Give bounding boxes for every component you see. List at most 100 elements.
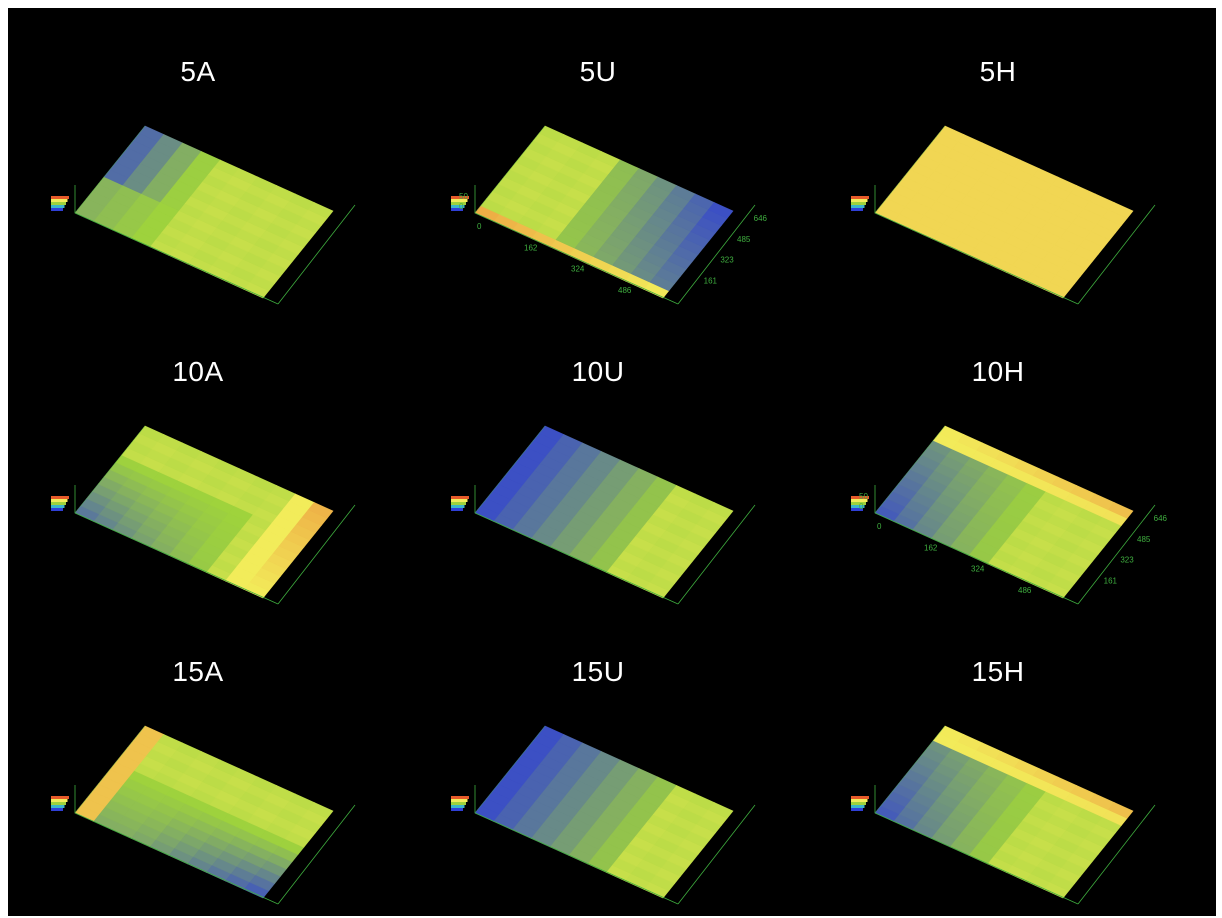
color-scale-legend [451,496,469,511]
surface-mesh [874,125,1134,299]
surface-mesh [474,125,734,299]
x-axis-line [74,512,279,605]
axis-tick-label: 161 [1104,576,1118,585]
surface-mesh [74,125,334,299]
surface-cell [307,202,334,219]
y-axis-line [277,204,356,305]
surface-3d-plot: 5000162324486161323485646648 [451,125,768,305]
color-scale-band [451,496,469,499]
surface-3d-plot [851,125,1156,305]
back-axis-line [874,425,946,514]
y-axis-line [677,504,756,605]
color-scale-band [851,508,863,511]
panel-label: 5U [579,56,617,87]
color-scale-band [851,808,863,811]
color-scale-band [51,505,65,508]
axis-tick-label: 162 [924,543,938,552]
surface-plot-15h: 15H [813,608,1213,908]
color-scale-legend [51,796,69,811]
x-axis-line [874,212,1079,305]
surface-mesh [74,425,334,599]
surface-mesh [474,725,734,899]
color-scale-band [451,205,465,208]
axis-tick-label: 323 [720,256,734,265]
back-axis-line [74,425,146,514]
color-scale-band [851,499,868,502]
axis-tick-label: 0 [477,222,482,231]
axis-tick-label: 0 [877,522,882,531]
color-scale-band [51,508,63,511]
color-scale-band [851,196,869,199]
color-scale-band [51,502,66,505]
surface-3d-plot [851,725,1156,905]
color-scale-band [51,199,68,202]
color-scale-band [851,208,863,211]
surface-mesh [874,725,1134,899]
axis-tick-label: 50 [459,192,468,201]
color-scale-band [851,199,868,202]
surface-cell [1107,502,1134,519]
axis-tick-label: 0 [459,202,464,211]
x-axis-line [474,212,679,305]
x-axis-line [74,212,279,305]
color-scale-legend [851,496,869,511]
surface-plot-5a: 5A [13,8,413,308]
axis-tick-label: 324 [571,265,585,274]
axis-tick-label: 646 [754,214,768,223]
color-scale-band [851,202,866,205]
y-axis-line [677,804,756,905]
panel-label: 15A [172,656,224,687]
panel-label: 15H [971,656,1025,687]
color-scale-band [451,808,463,811]
axis-tick-label: 323 [1120,556,1134,565]
surface-3d-plot [451,425,756,605]
x-axis-line [874,812,1079,905]
color-scale-band [451,199,468,202]
color-scale-band [451,508,463,511]
color-scale-legend [51,196,69,211]
color-scale-band [851,505,865,508]
surface-mesh [874,425,1134,599]
x-axis-line [74,812,279,905]
color-scale-band [851,496,869,499]
color-scale-band [451,799,468,802]
axis-tick-label: 486 [1018,586,1032,595]
color-scale-band [51,796,69,799]
color-scale-legend [451,796,469,811]
color-scale-band [851,805,865,808]
color-scale-band [851,205,865,208]
color-scale-band [51,805,65,808]
color-scale-legend [51,496,69,511]
surface-3d-plot [51,125,356,305]
color-scale-band [51,205,65,208]
color-scale-band [451,502,466,505]
axis-tick-label: 50 [859,492,868,501]
color-scale-band [451,208,463,211]
y-axis-line [277,504,356,605]
surface-cell [707,202,734,219]
color-scale-band [51,496,69,499]
axis-tick-label: 646 [1154,514,1168,523]
surface-plot-15u: 15U [413,608,813,908]
color-scale-band [851,802,866,805]
surface-cell [1107,802,1134,819]
panel-label: 10H [971,356,1025,387]
x-axis-line [474,812,679,905]
y-axis-line [677,204,756,305]
color-scale-band [51,802,66,805]
axis-tick-label: 486 [618,286,632,295]
surface-3d-plot [451,725,756,905]
surface-plot-5h: 5H [813,8,1213,308]
color-scale-legend [451,196,469,211]
color-scale-band [851,796,869,799]
back-axis-line [474,125,546,214]
color-scale-band [51,808,63,811]
surface-3d-plot: 5000162324486161323485646648 [851,425,1168,605]
surface-plot-15a: 15A [13,608,413,908]
axis-tick-label: 161 [704,276,718,285]
figure-panel-grid: 5A5U50001623244861613234856466485H10A10U… [8,8,1216,916]
color-scale-band [451,796,469,799]
surface-cell [307,502,334,519]
back-axis-line [474,725,546,814]
surface-cell [307,802,334,819]
